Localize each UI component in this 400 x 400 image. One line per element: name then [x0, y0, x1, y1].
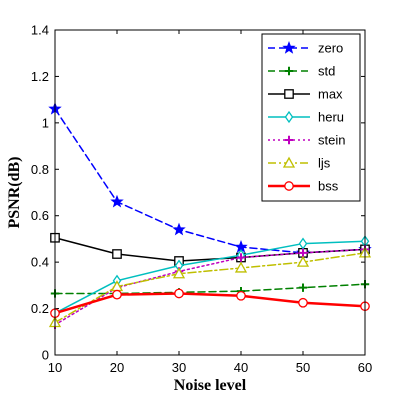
legend-item-stein: stein: [268, 133, 345, 148]
series-line-ljs: [54, 252, 366, 324]
legend-label: heru: [318, 110, 344, 125]
x-tick-label: 40: [234, 360, 248, 375]
legend-item-max: max: [268, 87, 343, 102]
legend-marker: [284, 110, 294, 124]
legend-item-zero: zero: [268, 41, 343, 56]
series-line-heru: [54, 240, 366, 314]
legend-item-std: std: [268, 64, 335, 79]
data-point-zero: [110, 194, 124, 208]
x-tick-label: 10: [48, 360, 62, 375]
y-tick-label: 0: [42, 348, 49, 363]
y-tick-label: 1: [42, 115, 49, 130]
legend-item-heru: heru: [268, 110, 344, 125]
y-tick-label: 0.4: [31, 255, 49, 270]
data-point-heru: [298, 237, 308, 250]
series-bss: [50, 288, 370, 319]
data-point-bss: [112, 289, 122, 300]
y-axis-title: PSNR(dB): [6, 156, 23, 228]
legend-marker: [284, 181, 294, 191]
data-point-ljs: [172, 267, 186, 279]
x-tick-label: 50: [296, 360, 310, 375]
data-point-zero: [172, 222, 186, 236]
legend-label: zero: [318, 41, 343, 56]
data-point-bss: [236, 290, 246, 301]
series-line-bss: [53, 292, 367, 315]
y-tick-label: 0.6: [31, 208, 49, 223]
y-tick-label: 0.2: [31, 301, 49, 316]
y-tick-label: 1.2: [31, 69, 49, 84]
series-line-stein: [54, 248, 366, 326]
x-axis-title: Noise level: [174, 377, 247, 394]
axis-ticks: 10 20 30 40 50 60 0 0.2 0.4 0.6 0.8 1 1.2 1.4: [31, 23, 372, 376]
data-point-ljs: [234, 261, 248, 273]
legend-marker: [282, 40, 296, 54]
legend-marker: [282, 156, 296, 168]
data-point-ljs: [296, 255, 310, 267]
data-point-std: [298, 283, 308, 292]
data-point-bss: [174, 288, 184, 299]
x-tick-label: 20: [110, 360, 124, 375]
y-tick-label: 1.4: [31, 23, 49, 38]
legend-item-bss: bss: [268, 179, 339, 194]
legend-label: std: [318, 64, 335, 79]
legend-item-ljs: ljs: [268, 156, 331, 171]
legend-label: bss: [318, 179, 339, 194]
x-tick-label: 60: [358, 360, 372, 375]
data-point-bss: [298, 297, 308, 308]
legend-marker: [284, 89, 294, 99]
data-point-stein: [298, 248, 308, 258]
legend-marker: [284, 135, 294, 145]
x-tick-label: 30: [172, 360, 186, 375]
legend-label: max: [318, 87, 343, 102]
legend-label: stein: [318, 133, 345, 148]
plot-frame: [54, 29, 366, 356]
data-point-stein: [236, 253, 246, 262]
legend: zero std max heru stein ljs bss: [261, 33, 361, 202]
y-tick-label: 0.8: [31, 162, 49, 177]
legend-label: ljs: [318, 156, 331, 171]
legend-marker: [284, 66, 294, 76]
series-line-zero: [54, 108, 366, 254]
data-point-max: [112, 249, 122, 259]
